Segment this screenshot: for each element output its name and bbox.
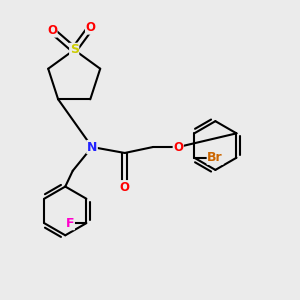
Text: O: O (120, 181, 130, 194)
Text: F: F (66, 217, 74, 230)
Text: O: O (47, 24, 57, 37)
Text: O: O (85, 21, 96, 34)
Text: O: O (173, 140, 183, 154)
Text: S: S (70, 43, 79, 56)
Text: N: N (87, 140, 97, 154)
Text: Br: Br (207, 151, 223, 164)
